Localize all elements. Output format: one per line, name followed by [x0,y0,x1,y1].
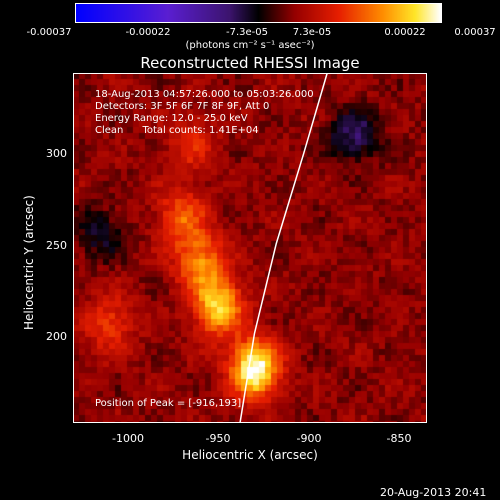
x-tick-label: -1000 [112,432,144,445]
y-tick-label: 300 [46,147,67,160]
energy-range: Energy Range: 12.0 - 25.0 keV [95,113,248,124]
colorbar-tick: -0.00037 [26,27,72,38]
x-tick-label: -850 [386,432,412,445]
colorbar-tick: -7.3e-05 [226,27,268,38]
colorbar-tick: -0.00022 [125,27,171,38]
x-tick-label: -950 [205,432,231,445]
y-tick-label: 200 [46,330,67,343]
time-range: 18-Aug-2013 04:57:26.000 to 05:03:26.000 [95,89,314,100]
x-tick-label: -900 [296,432,322,445]
peak-position: Position of Peak = [-916,193] [95,398,242,409]
colorbar-units: (photons cm⁻² s⁻¹ asec⁻²) [185,40,315,51]
colorbar-tick: 0.00037 [454,27,496,38]
plot-frame [73,73,427,423]
chart-title: Reconstructed RHESSI Image [140,54,360,72]
info-block: 18-Aug-2013 04:57:26.000 to 05:03:26.000… [95,89,314,137]
colorbar-tick: 7.3e-05 [292,27,332,38]
detectors: Detectors: 3F 5F 6F 7F 8F 9F, Att 0 [95,101,270,112]
colorbar-tick: 0.00022 [384,27,426,38]
y-tick-label: 250 [46,239,67,252]
y-axis-label: Heliocentric Y (arcsec) [22,195,36,330]
solar-limb-line [239,73,328,423]
footer-date: 20-Aug-2013 20:41 [380,486,487,499]
x-axis-label: Heliocentric X (arcsec) [182,448,318,462]
colorbar-ticks: -0.00037 -0.00022 -7.3e-05 7.3e-05 0.000… [27,27,496,39]
colorbar [75,3,442,23]
clean-counts: Clean Total counts: 1.41E+04 [95,125,259,136]
plot-overlay [239,73,328,423]
